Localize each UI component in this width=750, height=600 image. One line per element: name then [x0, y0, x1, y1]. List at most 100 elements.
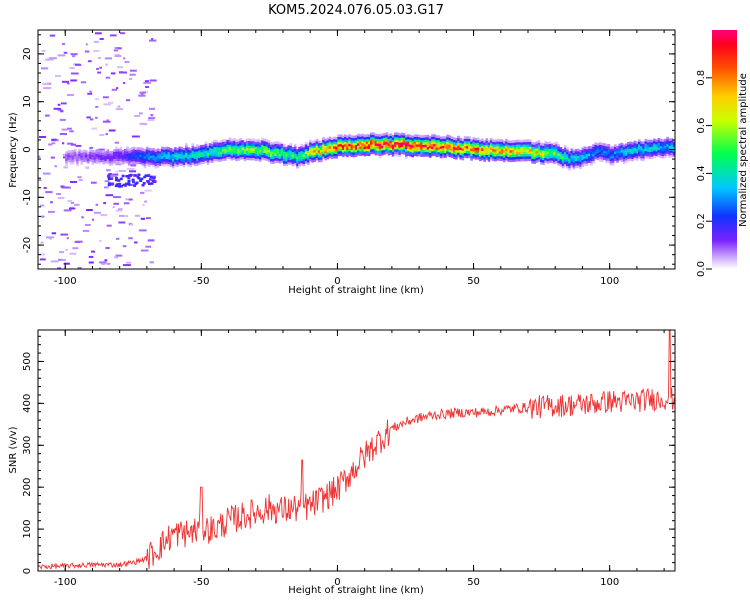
ridge-cell	[224, 148, 227, 152]
ridge-cell	[217, 142, 221, 146]
ridge-cell	[348, 136, 351, 140]
ridge-cell	[93, 154, 97, 158]
ridge-cell	[409, 134, 412, 138]
ridge-cell	[500, 156, 504, 159]
ridge-cell	[204, 153, 208, 156]
ridge-cell	[498, 139, 502, 142]
ridge-cell	[333, 151, 336, 154]
ridge-cell	[250, 141, 253, 144]
ridge-cell	[148, 157, 151, 160]
ridge-cell	[627, 154, 630, 157]
noise-speckle	[69, 130, 74, 133]
ridge-cell	[82, 156, 86, 160]
ridge-cell	[365, 153, 369, 156]
ridge-cell	[272, 156, 275, 159]
ridge-cell	[313, 149, 317, 153]
ridge-cell	[505, 155, 508, 159]
ridge-cell	[529, 151, 532, 154]
ridge-cell	[317, 157, 321, 160]
ridge-cell	[609, 146, 613, 150]
ridge-cell	[526, 151, 530, 154]
ridge-cell	[93, 152, 97, 155]
ridge-cell	[337, 151, 340, 154]
ridge-cell	[374, 152, 378, 156]
ridge-cell	[507, 152, 510, 155]
ridge-cell	[424, 139, 428, 143]
noise-speckle	[99, 267, 102, 269]
ridge-cell	[124, 153, 127, 157]
ridge-cell	[424, 151, 428, 155]
ridge-cell	[651, 156, 654, 160]
ridge-cell	[494, 156, 497, 159]
ridge-cell	[657, 154, 661, 158]
ridge-cell	[174, 147, 177, 150]
ridge-cell	[391, 151, 395, 155]
ridge-cell	[154, 154, 158, 157]
ridge-cell	[498, 156, 502, 159]
ridge-cell	[113, 149, 116, 152]
ridge-cell	[509, 157, 513, 160]
noise-speckle	[67, 82, 70, 85]
ridge-cell	[176, 152, 179, 156]
ridge-cell	[354, 142, 358, 145]
ridge-cell	[300, 160, 303, 164]
ridge-cell	[121, 174, 125, 178]
ridge-cell	[143, 148, 147, 152]
ridge-cell	[339, 139, 343, 142]
ridge-cell	[596, 145, 600, 149]
ridge-cell	[505, 146, 508, 149]
ridge-cell	[492, 148, 495, 152]
noise-speckle	[86, 116, 91, 119]
ridge-cell	[119, 148, 123, 152]
ridge-cell	[374, 140, 378, 144]
ridge-cell	[217, 159, 221, 162]
ridge-cell	[535, 141, 539, 144]
ridge-cell	[261, 154, 264, 158]
ridge-cell	[272, 149, 275, 152]
ridge-cell	[572, 152, 576, 156]
ridge-cell	[357, 145, 360, 149]
ridge-cell	[226, 147, 229, 150]
ridge-cell	[145, 151, 149, 154]
ridge-cell	[370, 142, 373, 145]
ridge-cell	[574, 163, 578, 166]
ridge-cell	[437, 154, 441, 157]
ridge-cell	[137, 154, 140, 157]
ridge-cell	[439, 146, 443, 149]
ridge-cell	[280, 158, 284, 161]
ridge-cell	[620, 147, 624, 151]
ridge-cell	[422, 137, 425, 141]
ridge-cell	[653, 150, 656, 154]
noise-speckle	[119, 214, 125, 217]
ridge-cell	[302, 159, 306, 162]
noise-speckle	[134, 114, 140, 117]
ridge-cell	[520, 146, 523, 150]
ridge-cell	[352, 140, 356, 143]
ridge-cell	[415, 144, 419, 147]
ridge-cell	[633, 147, 637, 151]
ridge-cell	[217, 149, 221, 153]
ridge-cell	[611, 151, 615, 154]
ridge-cell	[420, 142, 423, 145]
ridge-cell	[102, 154, 105, 158]
ridge-cell	[344, 144, 347, 147]
ridge-cell	[206, 143, 210, 146]
ridge-cell	[176, 150, 179, 153]
ridge-cell	[254, 146, 258, 150]
ridge-cell	[254, 158, 258, 162]
ridge-cell	[644, 141, 648, 144]
ridge-cell	[614, 153, 617, 157]
ridge-cell	[300, 158, 303, 161]
ridge-cell	[653, 138, 656, 142]
ridge-cell	[463, 138, 467, 142]
ridge-cell	[359, 148, 362, 152]
ridge-cell	[107, 182, 111, 185]
ridge-cell	[137, 159, 140, 162]
ridge-cell	[492, 146, 495, 150]
ridge-cell	[407, 143, 410, 147]
ridge-cell	[165, 153, 168, 157]
ridge-cell	[563, 161, 567, 165]
ridge-cell	[428, 147, 432, 151]
ridge-cell	[130, 154, 134, 157]
ridge-cell	[638, 144, 641, 147]
